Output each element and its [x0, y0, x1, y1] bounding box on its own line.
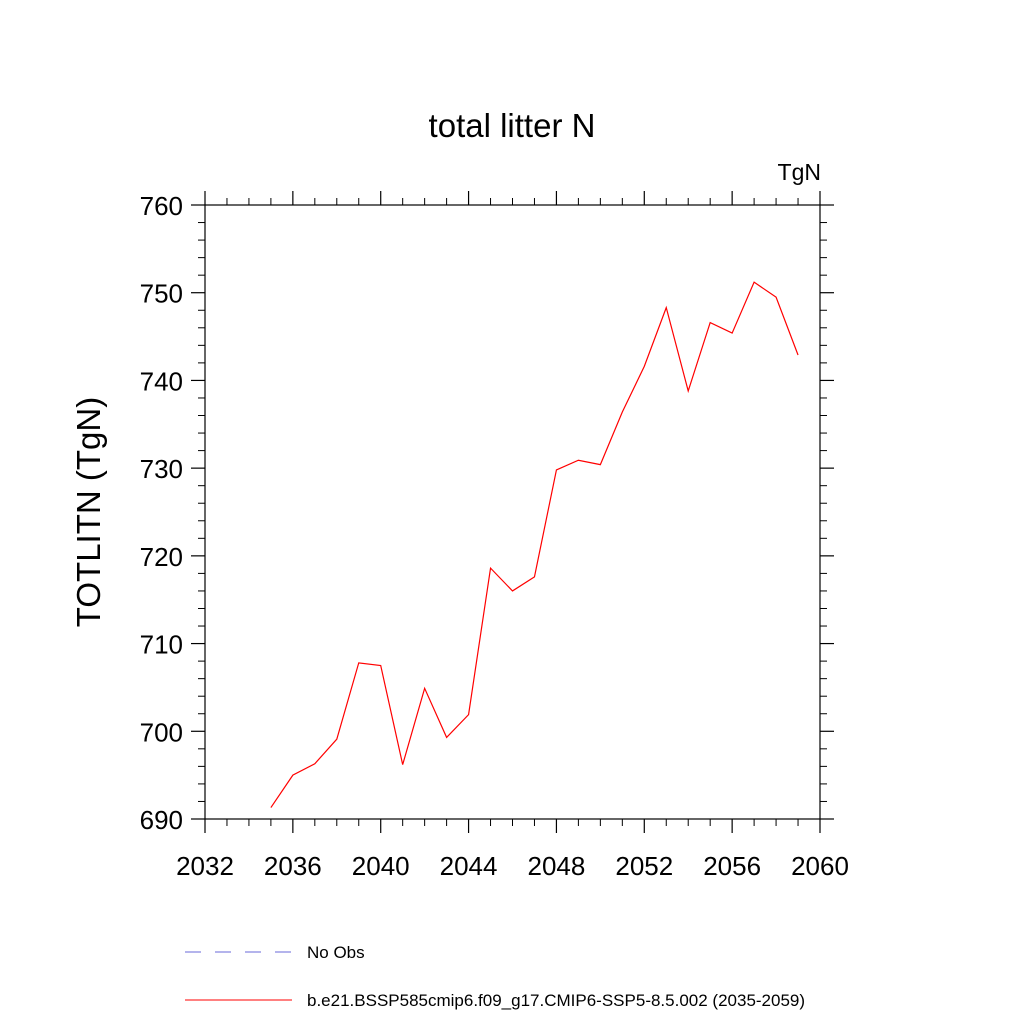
y-tick-label: 750 — [140, 279, 183, 309]
plot-area-frame — [204, 204, 821, 820]
x-tick-label: 2048 — [528, 851, 586, 881]
x-tick-label: 2036 — [264, 851, 322, 881]
series-layer — [270, 281, 799, 808]
x-tick-label: 2060 — [791, 851, 849, 881]
y-axis-label: TOTLITN (TgN) — [70, 397, 107, 627]
y-tick-label: 760 — [140, 191, 183, 221]
y-tick-label: 690 — [140, 805, 183, 835]
x-tick-label: 2052 — [615, 851, 673, 881]
legend: No Obs b.e21.BSSP585cmip6.f09_g17.CMIP6-S… — [185, 943, 805, 1010]
y-tick-label: 700 — [140, 717, 183, 747]
chart-title: total litter N — [429, 107, 596, 144]
y-tick-label: 710 — [140, 630, 183, 660]
series-line — [270, 281, 799, 808]
x-tick-label: 2044 — [440, 851, 498, 881]
y-tick-label: 730 — [140, 454, 183, 484]
legend-label: b.e21.BSSP585cmip6.f09_g17.CMIP6-SSP5-8.… — [307, 991, 805, 1010]
x-tick-label: 2056 — [703, 851, 761, 881]
x-tick-label: 2040 — [352, 851, 410, 881]
y-tick-label: 720 — [140, 542, 183, 572]
x-tick-label: 2032 — [176, 851, 234, 881]
y-tick-label: 740 — [140, 366, 183, 396]
axis-ticks — [191, 191, 834, 833]
units-label: TgN — [778, 159, 821, 185]
axis-tick-labels: 2032 2036 2040 2044 2048 2052 2056 2060 690 700 71… — [140, 191, 849, 881]
legend-label: No Obs — [307, 943, 365, 962]
